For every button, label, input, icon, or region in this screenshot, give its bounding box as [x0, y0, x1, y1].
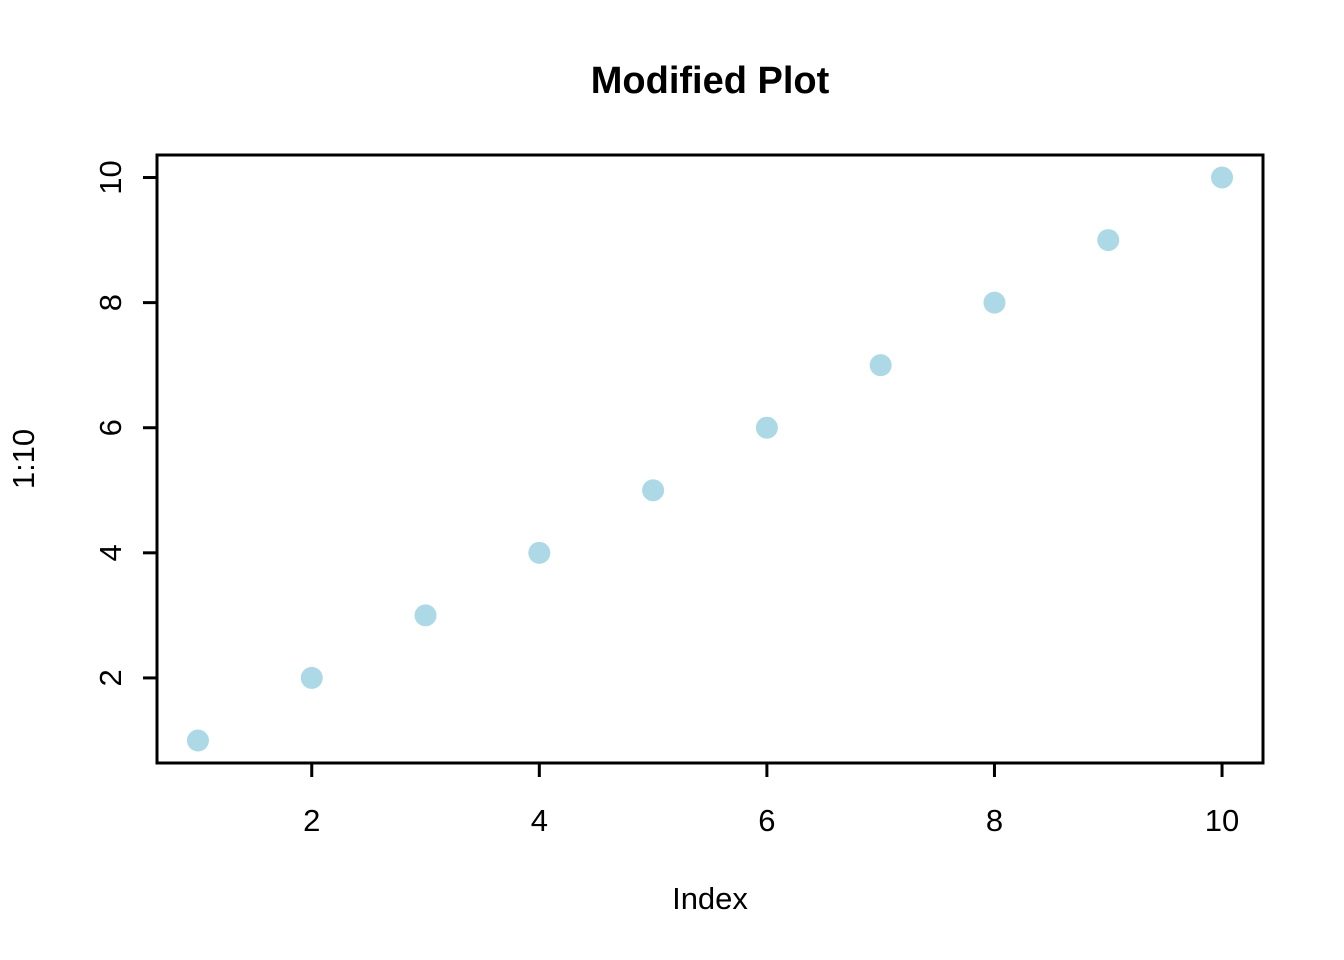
plot-title: Modified Plot [591, 60, 830, 102]
data-point [983, 291, 1006, 314]
x-tick-label: 10 [1205, 803, 1239, 838]
x-axis-tick-labels: 2 4 6 8 10 [303, 803, 1239, 838]
data-point [186, 729, 209, 752]
data-point [869, 354, 892, 377]
x-tick-label: 2 [303, 803, 320, 838]
y-tick-label: 6 [93, 419, 128, 436]
x-tick-label: 6 [758, 803, 775, 838]
y-axis-title: 1:10 [6, 429, 41, 489]
data-point [1097, 229, 1120, 252]
y-tick-label: 2 [93, 669, 128, 686]
data-point [300, 666, 323, 689]
plot-frame-box [155, 153, 1265, 765]
data-points-group [186, 166, 1234, 752]
y-tick-label: 10 [93, 160, 128, 194]
data-point [528, 541, 551, 564]
x-axis-title: Index [672, 881, 748, 916]
y-axis-ticks [143, 176, 157, 680]
x-tick-label: 4 [531, 803, 548, 838]
x-axis-ticks [310, 763, 1224, 777]
data-point [414, 604, 437, 627]
data-point [755, 416, 778, 439]
data-point [1211, 166, 1234, 189]
data-point [642, 479, 665, 502]
y-axis-tick-labels: 2 4 6 8 10 [93, 160, 128, 686]
y-tick-label: 4 [93, 544, 128, 561]
y-tick-label: 8 [93, 294, 128, 311]
x-tick-label: 8 [986, 803, 1003, 838]
